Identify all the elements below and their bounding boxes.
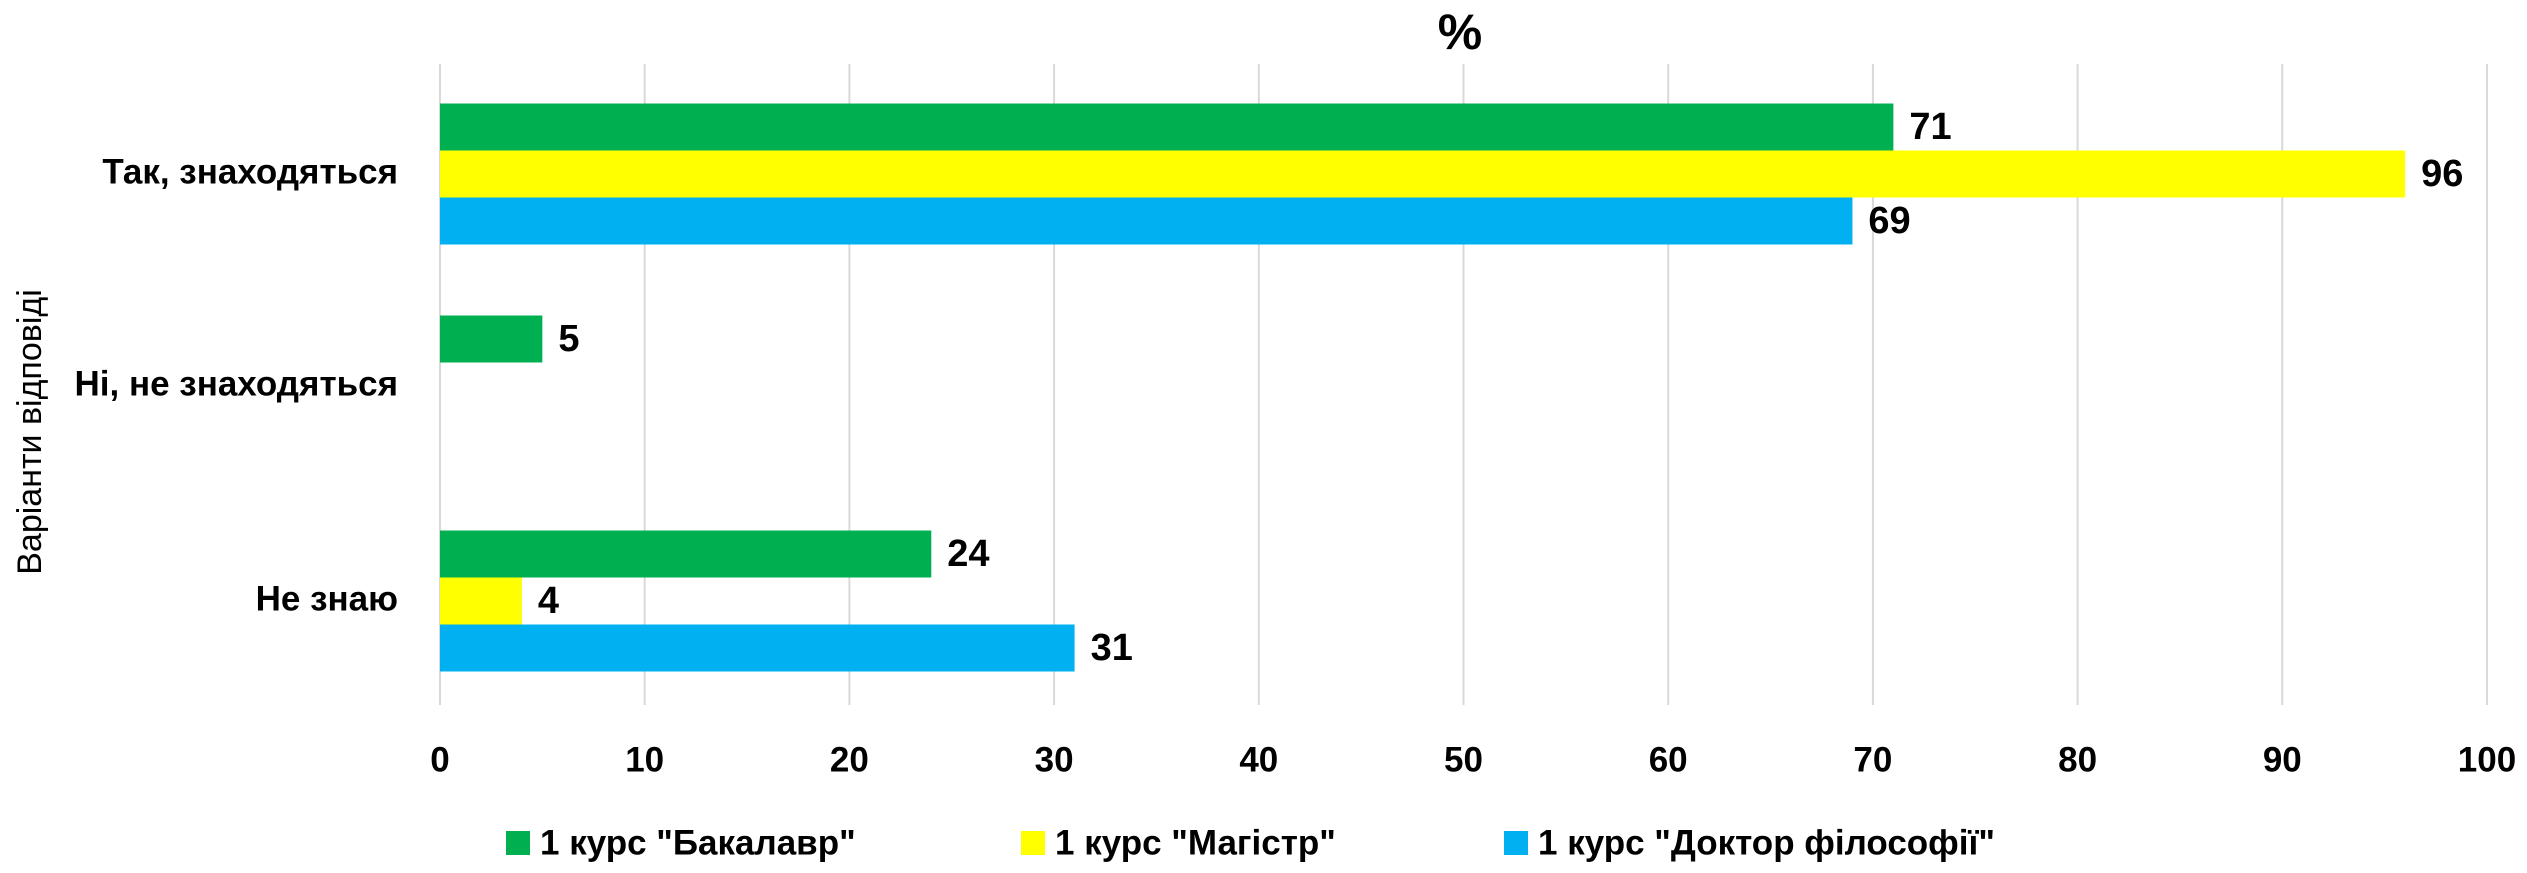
bar	[440, 530, 932, 578]
data-label: 24	[947, 533, 989, 575]
legend-label: 1 курс "Бакалавр"	[540, 823, 856, 862]
x-tick-label: 70	[1853, 740, 1892, 779]
x-tick-label: 60	[1649, 740, 1688, 779]
y-axis-label: Варіанти відповіді	[11, 289, 49, 575]
bar	[440, 624, 1075, 672]
data-label: 5	[558, 318, 579, 360]
x-tick-label: 0	[430, 740, 449, 779]
x-tick-label: 80	[2058, 740, 2097, 779]
chart-title: %	[1438, 4, 1482, 60]
legend-swatch	[1504, 831, 1528, 855]
y-tick-label: Ні, не знаходяться	[75, 364, 398, 403]
bar	[440, 150, 2406, 198]
legend-swatch	[506, 831, 530, 855]
x-tick-label: 40	[1239, 740, 1278, 779]
data-label: 69	[1868, 200, 1910, 242]
x-tick-label: 90	[2263, 740, 2302, 779]
legend-swatch	[1021, 831, 1045, 855]
x-tick-label: 30	[1035, 740, 1074, 779]
data-label: 71	[1909, 106, 1951, 148]
data-label: 96	[2421, 153, 2463, 195]
data-label: 4	[538, 580, 559, 622]
legend-label: 1 курс "Доктор філософії"	[1538, 823, 1995, 862]
data-label: 31	[1091, 627, 1133, 669]
y-tick-label: Не знаю	[256, 579, 398, 618]
y-tick-label: Так, знаходяться	[102, 152, 398, 191]
x-tick-label: 10	[625, 740, 664, 779]
x-tick-label: 50	[1444, 740, 1483, 779]
legend-label: 1 курс "Магістр"	[1055, 823, 1336, 862]
bar	[440, 315, 543, 363]
x-tick-label: 20	[830, 740, 869, 779]
bar	[440, 577, 522, 625]
bar	[440, 103, 1894, 151]
x-tick-label: 100	[2458, 740, 2516, 779]
bar	[440, 197, 1853, 245]
